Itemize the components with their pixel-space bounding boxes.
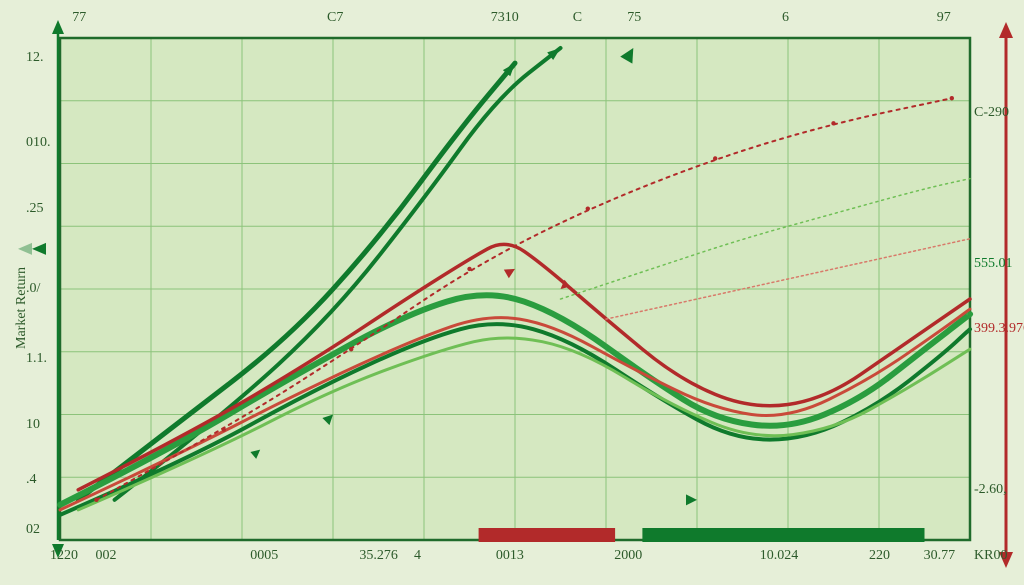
axis-tick-label: 0013	[496, 548, 524, 564]
axis-tick-label: 30.77	[924, 548, 956, 564]
axis-tick-label: 4	[414, 548, 421, 564]
right-axis-label: -2.60,	[974, 482, 1007, 498]
axis-tick-label: 7310	[491, 10, 519, 26]
axis-tick-label: 2000	[614, 548, 642, 564]
axis-tick-label: 220	[869, 548, 890, 564]
axis-tick-label: .25	[26, 201, 44, 217]
right-axis-label: 399.3.976	[974, 321, 1024, 337]
right-axis-label: 555.01	[974, 256, 1013, 272]
y-axis-title: Market Return	[14, 267, 30, 349]
axis-tick-label: .4	[26, 472, 37, 488]
chart-stage: 12.010..25.0/1.1.10.40277C77310C75697122…	[0, 0, 1024, 585]
axis-tick-label: 010.	[26, 135, 51, 151]
axis-tick-label: 97	[937, 10, 951, 26]
axis-tick-label: 35.276	[359, 548, 398, 564]
axis-tick-label: KR00	[974, 548, 1007, 564]
axis-tick-label: 002	[96, 548, 117, 564]
axis-tick-label: 1.1.	[26, 351, 47, 367]
line-chart	[0, 0, 1024, 585]
axis-tick-label: C	[573, 10, 582, 26]
axis-tick-label: 02	[26, 522, 40, 538]
axis-tick-label: 10	[26, 417, 40, 433]
axis-tick-label: 12.	[26, 50, 44, 66]
axis-tick-label: 6	[782, 10, 789, 26]
right-axis-label: C-290	[974, 105, 1009, 121]
axis-tick-label: 10.024	[760, 548, 799, 564]
axis-tick-label: 77	[72, 10, 86, 26]
axis-tick-label: 75	[627, 10, 641, 26]
axis-tick-label: C7	[327, 10, 343, 26]
axis-tick-label: 0005	[250, 548, 278, 564]
axis-tick-label: 1220	[50, 548, 78, 564]
